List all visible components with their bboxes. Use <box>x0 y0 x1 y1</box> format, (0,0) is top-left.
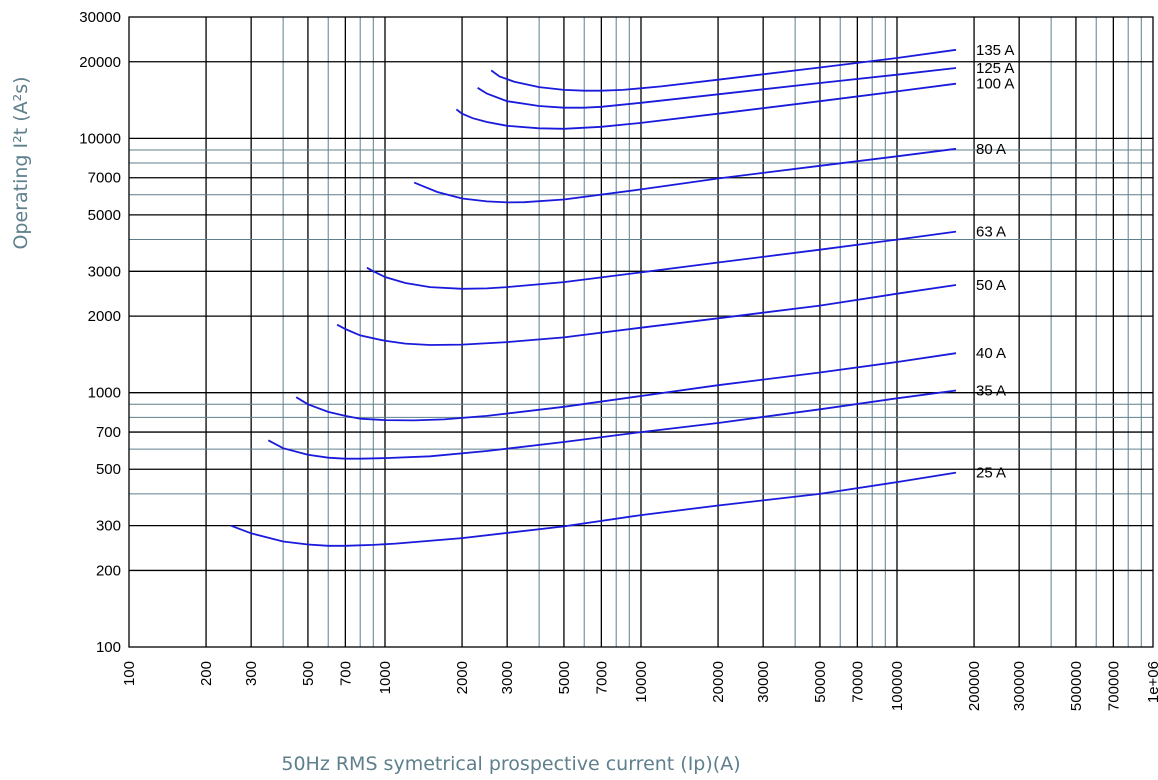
x-tick-label: 200000 <box>966 661 983 711</box>
curve-135a <box>490 48 957 92</box>
y-tick-label: 3000 <box>88 263 121 280</box>
y-tick-label: 30000 <box>79 9 121 26</box>
y-tick-label: 5000 <box>88 207 121 224</box>
curve-35a <box>267 389 957 460</box>
curve-label: 40 A <box>976 345 1006 362</box>
curve-label: 125 A <box>976 60 1014 77</box>
y-tick-label: 20000 <box>79 54 121 71</box>
curve-50a <box>336 284 957 346</box>
y-tick-label: 7000 <box>88 170 121 187</box>
x-tick-label: 30000 <box>755 661 772 703</box>
x-tick-label: 500000 <box>1068 661 1085 711</box>
grid-layer <box>129 17 1153 647</box>
x-axis-title: 50Hz RMS symetrical prospective current … <box>281 753 740 775</box>
x-tick-label: 100000 <box>889 661 906 711</box>
curve-label: 63 A <box>976 224 1006 241</box>
y-tick-label: 1000 <box>88 385 121 402</box>
curve-layer <box>230 48 957 547</box>
curve-40a <box>295 352 957 422</box>
curve-label: 25 A <box>976 465 1006 482</box>
y-axis-title: Operating I²t (A²s) <box>10 76 32 249</box>
x-tick-label: 700000 <box>1105 661 1122 711</box>
y-tick-label: 700 <box>96 424 121 441</box>
x-tick-label: 10000 <box>633 661 650 703</box>
x-tick-label: 200 <box>198 661 215 686</box>
x-tick-label: 500 <box>300 661 317 686</box>
plot-frame <box>128 16 1154 648</box>
x-tick-label: 5000 <box>556 661 573 694</box>
y-tick-label: 200 <box>96 562 121 579</box>
curve-125a <box>477 67 957 109</box>
x-tick-label: 1000 <box>377 661 394 694</box>
curve-63a <box>366 230 957 290</box>
curve-100a <box>455 82 957 130</box>
x-tick-label: 70000 <box>849 661 866 703</box>
curve-label: 80 A <box>976 141 1006 158</box>
x-tick-label: 300000 <box>1011 661 1028 711</box>
y-tick-label: 10000 <box>79 130 121 147</box>
curve-label: 100 A <box>976 76 1014 93</box>
x-tick-label: 1e+06 <box>1145 661 1158 703</box>
x-tick-label: 3000 <box>499 661 516 694</box>
x-tick-label: 100 <box>121 661 138 686</box>
x-tick-label: 2000 <box>454 661 471 694</box>
x-tick-label: 7000 <box>593 661 610 694</box>
curve-label: 50 A <box>976 277 1006 294</box>
y-tick-label: 300 <box>96 518 121 535</box>
y-tick-label: 100 <box>96 639 121 656</box>
y-tick-label: 2000 <box>88 308 121 325</box>
x-tick-label: 20000 <box>710 661 727 703</box>
x-tick-label: 300 <box>243 661 260 686</box>
curve-label: 35 A <box>976 382 1006 399</box>
x-tick-labels: 100 200 300 500 700 1000 2000 3000 5000 7000 10000… <box>121 661 1158 711</box>
y-tick-labels: 100 200 300 500 700 1000 2000 3000 5000 7000 10000… <box>79 9 121 656</box>
curve-label: 135 A <box>976 42 1014 59</box>
curve-80a <box>413 147 957 204</box>
curve-25a <box>230 471 957 547</box>
x-tick-label: 50000 <box>812 661 829 703</box>
x-tick-label: 700 <box>337 661 354 686</box>
y-tick-label: 500 <box>96 461 121 478</box>
